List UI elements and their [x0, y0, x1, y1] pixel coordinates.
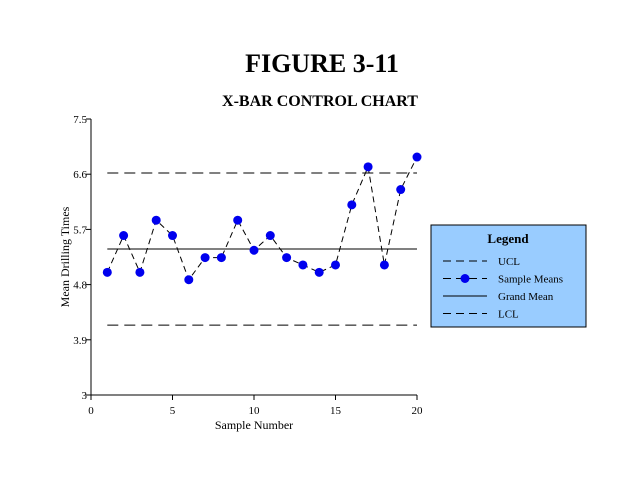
plot-area: 3 3.9 4.8 5.7 6.6 7.5 0 5 10 15 20: [73, 114, 423, 417]
figure-title: FIGURE 3-11: [245, 49, 399, 78]
legend-entry-grand-mean: Grand Mean: [443, 291, 554, 303]
x-tick-label: 5: [170, 405, 176, 417]
sample-mean-point: [265, 231, 275, 241]
sample-mean-point: [200, 253, 210, 263]
sample-mean-point: [331, 260, 340, 270]
y-tick-label: 5.7: [73, 224, 87, 236]
sample-mean-point: [168, 231, 177, 241]
legend: Legend UCL Sample Means Grand Mean LCL: [430, 224, 587, 328]
legend-entry-sample-means: Sample Means: [443, 274, 563, 286]
y-tick-label: 4.8: [73, 280, 87, 292]
sample-mean-point: [314, 267, 324, 277]
sample-means-points: [102, 152, 422, 285]
sample-means-series: [106, 156, 418, 281]
legend-label: LCL: [498, 309, 519, 321]
legend-label: UCL: [498, 256, 520, 268]
sample-mean-point: [363, 162, 373, 172]
sample-mean-point: [282, 253, 292, 263]
sample-mean-point: [298, 260, 308, 270]
chart-title: X-BAR CONTROL CHART: [222, 93, 418, 110]
sample-mean-point: [412, 152, 422, 162]
x-tick-label: 10: [249, 405, 261, 417]
y-tick-label: 3: [82, 390, 88, 402]
x-axis-label: Sample Number: [215, 418, 293, 432]
legend-entry-ucl: UCL: [443, 256, 520, 268]
y-tick-label: 7.5: [73, 114, 87, 126]
legend-entry-lcl: LCL: [443, 309, 519, 321]
sample-mean-point: [216, 253, 226, 263]
sample-mean-point: [135, 267, 145, 277]
x-tick-label: 0: [88, 405, 94, 417]
sample-mean-point: [119, 231, 129, 241]
x-tick-label: 20: [412, 405, 424, 417]
sample-mean-point: [233, 215, 243, 225]
sample-means-line: [106, 156, 418, 281]
sample-mean-point: [151, 215, 161, 225]
sample-mean-point: [102, 267, 112, 277]
y-axis-label: Mean Drilling Times: [58, 206, 72, 307]
sample-mean-point: [396, 185, 406, 195]
sample-mean-point: [249, 245, 259, 255]
y-tick-label: 3.9: [73, 335, 87, 347]
sample-mean-point: [184, 275, 194, 285]
reference-lines: [107, 172, 417, 326]
x-tick-label: 15: [330, 405, 342, 417]
legend-label: Sample Means: [498, 274, 563, 286]
sample-mean-point: [347, 200, 357, 210]
legend-label: Grand Mean: [498, 291, 554, 303]
legend-marker: [460, 274, 470, 283]
x-ticks: 0 5 10 15 20: [88, 395, 423, 417]
legend-title: Legend: [487, 231, 529, 246]
legend-box: [430, 224, 587, 328]
y-tick-label: 6.6: [73, 169, 87, 181]
y-ticks: 3 3.9 4.8 5.7 6.6 7.5: [73, 114, 91, 402]
sample-mean-point: [379, 260, 389, 270]
